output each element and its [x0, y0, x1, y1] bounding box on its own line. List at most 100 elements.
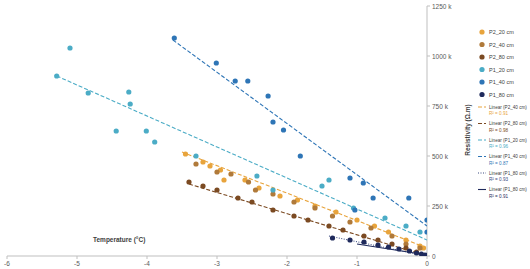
- point: [214, 60, 219, 65]
- legend-label: P2_80 cm: [489, 54, 514, 60]
- y-tick: [427, 56, 430, 57]
- point: [361, 239, 366, 244]
- r2-label: R² = 0.87: [489, 161, 508, 166]
- point: [386, 244, 391, 249]
- y-tick: [427, 156, 430, 157]
- point: [389, 233, 394, 238]
- point: [207, 163, 212, 168]
- point: [407, 248, 412, 253]
- point: [152, 139, 157, 144]
- x-tick: [147, 256, 148, 259]
- point: [326, 177, 331, 182]
- legend: P2_20 cm P2_40 cm P2_80 cm P1_20 cm P1_40 cm…: [478, 29, 527, 199]
- point: [67, 45, 72, 50]
- y-axis-title: Resistivity (Ω.m): [464, 104, 472, 155]
- y-tick: [427, 106, 430, 107]
- point: [368, 225, 373, 230]
- r2-label: R² = 0.91: [489, 111, 508, 116]
- point: [172, 35, 177, 40]
- y-tick-label: 750 k: [432, 103, 449, 110]
- point: [361, 180, 366, 185]
- legend-label: P2_20 cm: [489, 29, 514, 35]
- x-tick-label: -5: [74, 260, 80, 267]
- legend-line: [478, 123, 486, 124]
- x-tick: [217, 256, 218, 259]
- r2-label: R² = 0.93: [489, 177, 508, 182]
- point: [270, 207, 275, 212]
- legend-marker: [479, 67, 484, 72]
- point: [340, 227, 345, 232]
- point: [371, 195, 376, 200]
- x-tick: [287, 256, 288, 259]
- point: [54, 73, 59, 78]
- point: [417, 245, 422, 250]
- point: [347, 237, 352, 242]
- x-tick-label: -6: [4, 260, 10, 267]
- point: [354, 217, 359, 222]
- legend-label: P1_20 cm: [489, 67, 514, 73]
- x-tick-label: -2: [284, 260, 290, 267]
- point: [128, 101, 133, 106]
- point: [333, 209, 338, 214]
- r2-label: R² = 0.96: [489, 144, 508, 149]
- point: [277, 193, 282, 198]
- point: [254, 173, 259, 178]
- point: [246, 179, 251, 184]
- legend-marker: [479, 54, 484, 59]
- y-tick-label: 500 k: [432, 153, 449, 160]
- trend-line: [57, 76, 427, 240]
- point: [228, 171, 233, 176]
- trend-line: [182, 152, 427, 248]
- point: [233, 78, 238, 83]
- trend-line: [173, 40, 427, 226]
- point: [414, 249, 419, 254]
- point: [424, 217, 427, 222]
- legend-marker: [479, 92, 484, 97]
- trend-line: [329, 236, 427, 256]
- legend-line: [478, 156, 486, 157]
- x-tick: [7, 256, 8, 259]
- chart: -6-5-4-3-2-100250 k500 k750 k1000 k1250 …: [0, 0, 530, 269]
- point: [221, 177, 226, 182]
- legend-line: [478, 139, 486, 140]
- point: [200, 183, 205, 188]
- y-tick-label: 0: [432, 253, 436, 260]
- point: [424, 229, 427, 234]
- x-tick-label: -4: [144, 260, 150, 267]
- y-tick: [427, 6, 430, 7]
- point: [424, 253, 427, 256]
- plot-area: [54, 35, 427, 256]
- point: [396, 246, 401, 251]
- x-tick-label: 0: [425, 260, 429, 267]
- y-tick-label: 1000 k: [432, 53, 452, 60]
- legend-label: Linear (P1_80 cm): [489, 187, 527, 192]
- point: [270, 187, 275, 192]
- point: [193, 161, 198, 166]
- y-tick: [427, 206, 430, 207]
- point: [330, 235, 335, 240]
- point: [291, 199, 296, 204]
- legend-label: Linear (P1_20 cm): [489, 138, 527, 143]
- point: [330, 213, 335, 218]
- legend-label: P2_40 cm: [489, 42, 514, 48]
- point: [361, 233, 366, 238]
- point: [249, 199, 254, 204]
- point: [245, 78, 250, 83]
- point: [214, 169, 219, 174]
- point: [386, 229, 391, 234]
- legend-label: P1_40 cm: [489, 79, 514, 85]
- point: [144, 128, 149, 133]
- y-tick-label: 1250 k: [432, 3, 452, 10]
- r2-label: R² = 0.98: [489, 128, 508, 133]
- point: [347, 175, 352, 180]
- point: [253, 187, 258, 192]
- point: [319, 183, 324, 188]
- x-tick-label: -1: [354, 260, 360, 267]
- x-tick-label: -3: [214, 260, 220, 267]
- point: [347, 219, 352, 224]
- point: [312, 205, 317, 210]
- legend-label: Linear (P2_80 cm): [489, 121, 527, 126]
- point: [270, 119, 275, 124]
- point: [406, 195, 411, 200]
- point: [186, 179, 191, 184]
